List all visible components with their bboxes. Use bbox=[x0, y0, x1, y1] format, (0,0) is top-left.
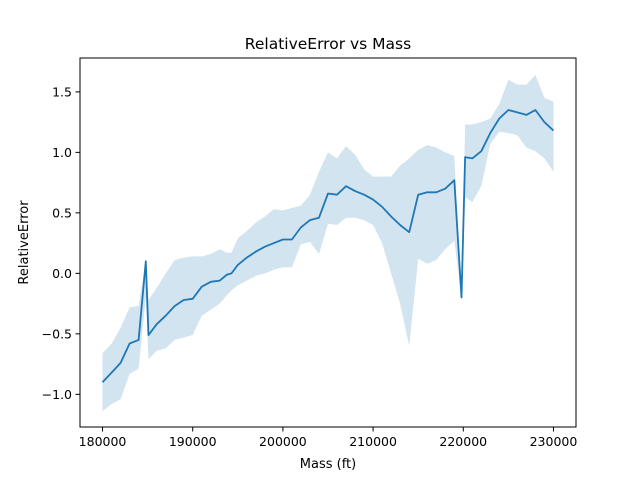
y-tick-label: 0.0 bbox=[52, 266, 72, 281]
y-tick-label: 0.5 bbox=[52, 205, 72, 220]
x-axis-label: Mass (ft) bbox=[300, 457, 356, 472]
x-tick-label: 220000 bbox=[439, 434, 487, 449]
x-axis: 180000 190000 200000 210000 220000 230000 bbox=[79, 427, 578, 449]
y-tick-label: 1.0 bbox=[52, 145, 72, 160]
series-line bbox=[101, 109, 555, 383]
y-tick-label: −1.0 bbox=[42, 387, 72, 402]
x-tick-label: 180000 bbox=[79, 434, 127, 449]
x-tick-label: 230000 bbox=[530, 434, 578, 449]
plot-area-frame bbox=[79, 57, 577, 428]
y-axis-label: RelativeError bbox=[17, 200, 32, 285]
x-tick-label: 210000 bbox=[349, 434, 397, 449]
y-axis: −1.0 −0.5 0.0 0.5 1.0 1.5 bbox=[42, 84, 80, 402]
chart-title: RelativeError vs Mass bbox=[245, 35, 411, 53]
y-tick-label: 1.5 bbox=[52, 84, 72, 99]
plot-layer bbox=[101, 74, 555, 412]
x-tick-label: 190000 bbox=[169, 434, 217, 449]
x-tick-label: 200000 bbox=[259, 434, 307, 449]
confidence-band bbox=[102, 74, 554, 412]
y-tick-label: −0.5 bbox=[42, 326, 72, 341]
